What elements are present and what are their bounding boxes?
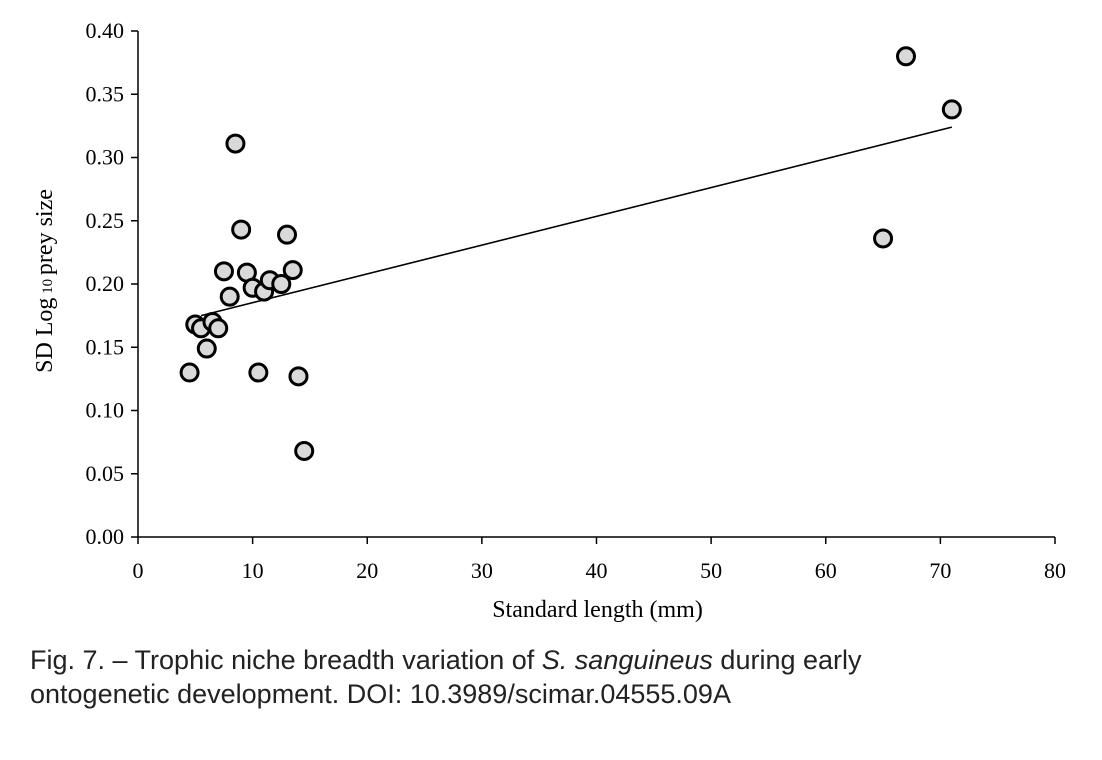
data-point bbox=[225, 133, 246, 154]
y-axis-title-subscript: 10 bbox=[40, 275, 56, 298]
data-point bbox=[941, 99, 962, 120]
data-point bbox=[277, 224, 298, 245]
data-point bbox=[219, 286, 240, 307]
data-point bbox=[271, 274, 292, 294]
y-tick-label: 0.35 bbox=[86, 81, 125, 106]
x-tick-label: 60 bbox=[815, 558, 837, 583]
caption-species: S. sanguineus bbox=[541, 645, 713, 675]
x-tick-label: 80 bbox=[1044, 558, 1066, 583]
figure-caption: Fig. 7. – Trophic niche breadth variatio… bbox=[30, 643, 1070, 711]
data-point bbox=[196, 338, 217, 359]
data-point bbox=[248, 362, 269, 383]
y-tick-label: 0.20 bbox=[86, 271, 125, 296]
x-tick-label: 70 bbox=[929, 558, 951, 583]
y-axis-title-main: SD Log bbox=[32, 298, 58, 373]
y-tick-label: 0.25 bbox=[86, 208, 125, 233]
y-axis-ticks: 0.00 0.05 0.10 0.15 0.20 0.25 0.30 0.35 0.40 bbox=[86, 18, 138, 549]
x-axis-ticks: 0 10 20 30 40 50 60 70 80 bbox=[133, 537, 1066, 583]
y-tick-label: 0.15 bbox=[86, 334, 125, 359]
x-tick-label: 30 bbox=[471, 558, 493, 583]
data-point bbox=[179, 362, 200, 383]
scatter-chart: 0.00 0.05 0.10 0.15 0.20 0.25 0.30 0.35 0.40 0 10… bbox=[32, 18, 1066, 623]
caption-line2: ontogenetic development. DOI: 10.3989/sc… bbox=[30, 679, 731, 709]
y-tick-label: 0.00 bbox=[86, 524, 125, 549]
x-axis-title: Standard length (mm) bbox=[492, 597, 703, 623]
caption-line1-suffix: during early bbox=[712, 645, 862, 675]
data-point bbox=[294, 440, 315, 461]
data-point bbox=[288, 366, 309, 387]
y-axis-title-tail: prey size bbox=[32, 189, 58, 275]
data-point bbox=[895, 46, 916, 67]
y-tick-label: 0.05 bbox=[86, 461, 125, 486]
x-tick-label: 20 bbox=[356, 558, 378, 583]
y-tick-label: 0.40 bbox=[86, 18, 125, 43]
x-tick-label: 40 bbox=[586, 558, 608, 583]
y-tick-label: 0.30 bbox=[86, 145, 125, 170]
y-tick-label: 0.10 bbox=[86, 398, 125, 423]
data-points bbox=[179, 46, 962, 461]
data-point bbox=[231, 219, 252, 240]
data-point bbox=[208, 318, 229, 339]
data-point bbox=[282, 260, 303, 281]
trend-line bbox=[200, 126, 953, 317]
data-point bbox=[873, 228, 894, 249]
data-point bbox=[213, 261, 234, 282]
x-tick-label: 50 bbox=[700, 558, 722, 583]
caption-prefix: Fig. 7. – Trophic niche breadth variatio… bbox=[30, 645, 542, 675]
x-tick-label: 0 bbox=[133, 558, 144, 583]
y-axis-title: SD Log 10 prey size bbox=[32, 189, 58, 373]
x-tick-label: 10 bbox=[242, 558, 264, 583]
